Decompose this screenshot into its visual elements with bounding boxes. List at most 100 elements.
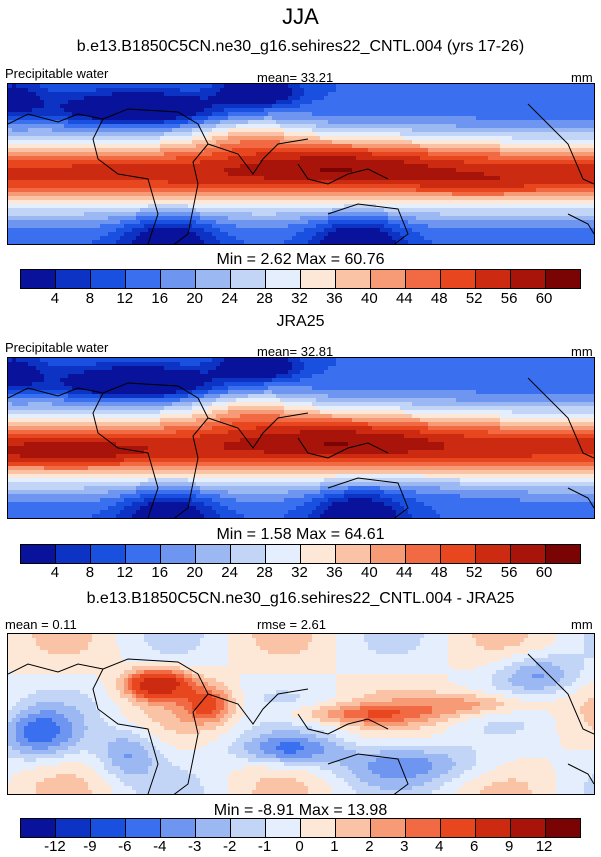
colorbar-tick-label: 52 xyxy=(465,290,483,307)
panel-1-colorbar xyxy=(20,269,581,289)
colorbar-box xyxy=(21,270,56,288)
colorbar-box xyxy=(371,270,406,288)
colorbar-tick-label: 32 xyxy=(291,290,308,307)
colorbar-tick-label: 8 xyxy=(85,290,95,307)
colorbar-tick-label: -3 xyxy=(188,838,202,855)
panel-3-title: b.e13.B1850C5CN.ne30_g16.sehires22_CNTL.… xyxy=(86,590,515,607)
colorbar-box xyxy=(126,819,161,837)
colorbar-tick-label: 16 xyxy=(151,564,169,581)
panel-1-mean-label: mean= 33.21 xyxy=(257,70,334,85)
colorbar-tick-label: 12 xyxy=(116,290,134,307)
colorbar-box xyxy=(406,819,441,837)
colorbar-tick-label: 36 xyxy=(326,564,343,581)
panel-2-colorbar xyxy=(20,544,581,564)
colorbar-box xyxy=(511,545,546,563)
colorbar-tick-label: -1 xyxy=(257,838,272,855)
colorbar-tick-label: 16 xyxy=(151,290,169,307)
colorbar-tick-label: 44 xyxy=(395,564,413,581)
field-shading xyxy=(8,84,594,244)
colorbar-tick-label: -2 xyxy=(222,838,237,855)
colorbar-box xyxy=(91,819,126,837)
panel-2-map-svg xyxy=(8,358,594,518)
colorbar-tick-label: 60 xyxy=(535,564,553,581)
panel-3-minmax: Min = -8.91 Max = 13.98 xyxy=(213,802,388,819)
colorbar-box xyxy=(266,819,301,837)
colorbar-box xyxy=(266,545,301,563)
colorbar-box xyxy=(21,819,56,837)
colorbar-tick-label: 9 xyxy=(504,838,514,855)
colorbar-box xyxy=(231,819,266,837)
colorbar-box xyxy=(91,270,126,288)
colorbar-tick-label: 4 xyxy=(50,290,60,307)
colorbar-box xyxy=(476,545,511,563)
colorbar-tick-label: 6 xyxy=(470,838,479,855)
colorbar-tick-label: 0 xyxy=(295,838,304,855)
colorbar-box xyxy=(126,545,161,563)
colorbar-box xyxy=(371,545,406,563)
colorbar-tick-label: 32 xyxy=(291,564,308,581)
colorbar-box xyxy=(476,270,511,288)
colorbar-box xyxy=(511,819,546,837)
colorbar-box xyxy=(161,270,196,288)
colorbar-box xyxy=(546,819,580,837)
colorbar-tick-label: -4 xyxy=(153,838,167,855)
colorbar-tick-label: 20 xyxy=(186,290,204,307)
panel-3-colorbar xyxy=(20,818,581,838)
colorbar-tick-label: 28 xyxy=(256,564,273,581)
colorbar-tick-label: 3 xyxy=(400,838,409,855)
panel-1-variable-label: Precipitable water xyxy=(5,66,109,81)
colorbar-tick-label: 52 xyxy=(465,564,483,581)
field-shading xyxy=(8,358,594,518)
colorbar-box xyxy=(161,819,196,837)
panel-3-rmse-label: rmse = 2.61 xyxy=(257,617,327,632)
colorbar-box xyxy=(56,819,91,837)
colorbar-box xyxy=(161,545,196,563)
panel-1-title: b.e13.B1850C5CN.ne30_g16.sehires22_CNTL.… xyxy=(76,38,525,55)
colorbar-tick-label: 36 xyxy=(326,290,343,307)
colorbar-tick-label: 44 xyxy=(395,290,413,307)
colorbar-box xyxy=(336,545,371,563)
colorbar-box xyxy=(56,270,91,288)
panel-2-map xyxy=(7,357,595,519)
field-shading xyxy=(8,634,594,794)
colorbar-tick-label: 60 xyxy=(535,290,553,307)
panel-3-colorbar-labels: -12 -9 -6 -4 -3 -2 -1 0 1 2 3 4 6 9 12 xyxy=(20,838,581,856)
colorbar-tick-label: 12 xyxy=(116,564,134,581)
colorbar-tick-label: -12 xyxy=(44,838,66,855)
colorbar-box xyxy=(546,545,580,563)
colorbar-tick-label: 4 xyxy=(50,564,60,581)
colorbar-box xyxy=(511,270,546,288)
colorbar-tick-label: 56 xyxy=(500,564,518,581)
panel-2-variable-label: Precipitable water xyxy=(5,340,109,355)
colorbar-tick-label: 24 xyxy=(221,290,238,307)
colorbar-box xyxy=(406,270,441,288)
colorbar-box xyxy=(336,819,371,837)
colorbar-box xyxy=(56,545,91,563)
colorbar-box xyxy=(196,270,231,288)
colorbar-box xyxy=(91,545,126,563)
colorbar-tick-label: 20 xyxy=(186,564,204,581)
colorbar-tick-label: 48 xyxy=(430,564,448,581)
colorbar-tick-label: 4 xyxy=(435,838,444,855)
colorbar-tick-label: -9 xyxy=(83,838,97,855)
colorbar-box xyxy=(231,270,266,288)
colorbar-box xyxy=(406,545,441,563)
panel-2-title: JRA25 xyxy=(276,313,325,330)
colorbar-tick-label: 40 xyxy=(361,564,378,581)
colorbar-tick-label: 56 xyxy=(500,290,518,307)
panel-1-minmax: Min = 2.62 Max = 60.76 xyxy=(216,251,385,268)
colorbar-box xyxy=(301,270,336,288)
colorbar-box xyxy=(301,819,336,837)
colorbar-box xyxy=(231,545,266,563)
colorbar-tick-label: 1 xyxy=(330,838,339,855)
coastline-outline xyxy=(8,377,594,518)
colorbar-tick-label: 12 xyxy=(535,838,553,855)
colorbar-box xyxy=(21,545,56,563)
colorbar-tick-label: 28 xyxy=(256,290,273,307)
colorbar-tick-label: 8 xyxy=(85,564,95,581)
colorbar-box xyxy=(266,270,301,288)
colorbar-box xyxy=(301,545,336,563)
panel-2-mean-label: mean= 32.81 xyxy=(257,344,334,359)
colorbar-box xyxy=(126,270,161,288)
colorbar-tick-label: -6 xyxy=(118,838,132,855)
